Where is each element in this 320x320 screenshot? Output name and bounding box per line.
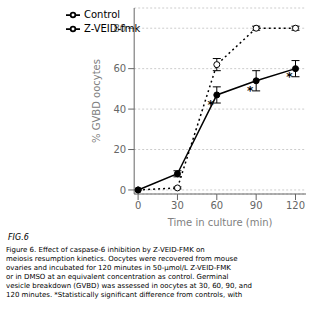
svg-text:60: 60: [210, 200, 223, 211]
svg-text:*: *: [208, 98, 215, 112]
svg-text:120: 120: [286, 200, 305, 211]
svg-text:90: 90: [250, 200, 263, 211]
svg-text:80: 80: [113, 23, 126, 34]
svg-text:% GVBD oocytes: % GVBD oocytes: [91, 59, 102, 143]
svg-text:*: *: [247, 84, 254, 98]
svg-text:Time in culture (min): Time in culture (min): [167, 217, 273, 228]
svg-text:60: 60: [113, 63, 126, 74]
svg-text:40: 40: [113, 104, 126, 115]
svg-text:*: *: [286, 70, 293, 84]
svg-text:0: 0: [135, 200, 141, 211]
svg-text:0: 0: [120, 185, 126, 196]
svg-text:20: 20: [113, 144, 126, 155]
svg-text:30: 30: [171, 200, 184, 211]
